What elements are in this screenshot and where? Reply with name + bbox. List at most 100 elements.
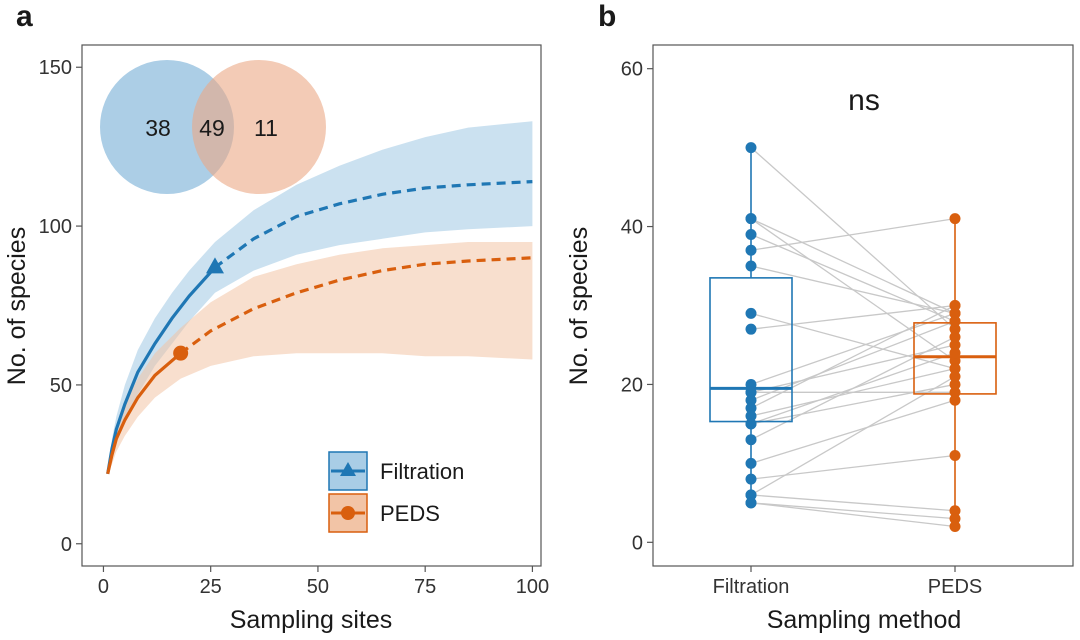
peds-point bbox=[949, 371, 961, 383]
peds-point bbox=[949, 323, 961, 335]
filtration-point bbox=[745, 213, 757, 225]
y-tick-label: 100 bbox=[39, 216, 72, 238]
peds-point bbox=[949, 307, 961, 319]
peds-point bbox=[949, 213, 961, 225]
pair-line bbox=[750, 312, 956, 370]
y-tick-label: 0 bbox=[61, 534, 72, 556]
x-tick-label: 0 bbox=[98, 576, 109, 598]
panel-a-rarefaction-chart: 38 49 11 0 25 50 75 100 0 50 100 150 Filtration … bbox=[3, 44, 549, 634]
legend-item-peds: PEDS bbox=[328, 493, 440, 533]
legend-item-filtration: Filtration bbox=[328, 451, 464, 491]
peds-observed-marker bbox=[173, 345, 189, 361]
filtration-observed-marker bbox=[205, 257, 224, 274]
peds-point bbox=[949, 300, 961, 311]
y-tick-label: 150 bbox=[39, 57, 72, 79]
pair-line bbox=[750, 304, 956, 330]
venn-circle-peds bbox=[192, 60, 326, 194]
panel-b-boxplot-chart: 0 20 40 60 Filtration PEDS ns Sampling method… bbox=[565, 44, 1074, 634]
filtration-point bbox=[745, 260, 757, 272]
pair-line bbox=[750, 218, 956, 251]
pair-line bbox=[750, 265, 956, 315]
filtration-point bbox=[745, 473, 757, 485]
x-tick-label: 100 bbox=[516, 576, 549, 598]
peds-point bbox=[949, 513, 961, 525]
filtration-point bbox=[745, 457, 757, 469]
filtration-point bbox=[745, 323, 757, 335]
panel-a-ticks: 0 25 50 75 100 0 50 100 150 bbox=[39, 57, 549, 598]
y-tick-label: 50 bbox=[50, 375, 72, 397]
paired-lines bbox=[750, 147, 956, 528]
legend: Filtration PEDS bbox=[328, 451, 464, 533]
pair-line bbox=[750, 375, 956, 496]
peds-point bbox=[949, 386, 961, 398]
peds-point bbox=[949, 315, 961, 327]
filtration-point bbox=[745, 434, 757, 446]
filtration-point bbox=[745, 497, 757, 509]
filtration-point bbox=[745, 142, 757, 154]
y-axis-title: No. of species bbox=[3, 227, 31, 385]
pair-line bbox=[750, 218, 956, 314]
venn-diagram: 38 49 11 bbox=[100, 60, 326, 194]
panel-b-frame bbox=[652, 44, 1074, 567]
x-tick-label: 25 bbox=[200, 576, 222, 598]
significance-label: ns bbox=[848, 84, 880, 117]
panel-b-letter: b bbox=[598, 0, 616, 33]
peds-point bbox=[949, 521, 961, 533]
pair-line bbox=[750, 383, 956, 425]
panel-b-ticks: 0 20 40 60 Filtration PEDS bbox=[621, 59, 982, 598]
data-points bbox=[745, 142, 961, 533]
panel-a-frame bbox=[81, 44, 542, 567]
y-axis-title: No. of species bbox=[565, 227, 593, 385]
peds-point bbox=[949, 355, 961, 367]
pair-line bbox=[750, 502, 956, 520]
pair-line bbox=[750, 344, 956, 393]
legend-label-peds: PEDS bbox=[380, 501, 440, 526]
triangle-marker-icon bbox=[340, 462, 356, 476]
pair-line bbox=[750, 233, 956, 322]
rarefaction-lines bbox=[106, 180, 533, 475]
y-tick-label: 40 bbox=[621, 217, 643, 239]
peds-observed-line bbox=[106, 351, 182, 475]
peds-extrapolated-line bbox=[179, 256, 533, 355]
filtration-point bbox=[745, 228, 757, 240]
filtration-point bbox=[745, 386, 757, 398]
peds-point bbox=[949, 378, 961, 390]
filtration-point bbox=[745, 418, 757, 430]
peds-confidence-band bbox=[107, 242, 533, 474]
filtration-point bbox=[745, 489, 757, 501]
x-tick-label: Filtration bbox=[713, 576, 790, 598]
y-tick-label: 20 bbox=[621, 374, 643, 396]
panel-a-letter: a bbox=[16, 0, 33, 33]
x-tick-label: 50 bbox=[307, 576, 329, 598]
confidence-bands bbox=[107, 121, 533, 474]
pair-line bbox=[750, 336, 956, 441]
venn-shared-count: 49 bbox=[199, 115, 225, 141]
filtration-point bbox=[745, 378, 757, 390]
peds-point bbox=[949, 394, 961, 406]
filtration-point bbox=[745, 307, 757, 319]
pair-line bbox=[750, 368, 956, 417]
x-tick-label: 75 bbox=[414, 576, 436, 598]
y-tick-label: 0 bbox=[632, 532, 643, 554]
pair-line bbox=[750, 502, 956, 528]
pair-line bbox=[750, 312, 956, 386]
venn-circle-filtration bbox=[100, 60, 234, 194]
pair-line bbox=[750, 399, 956, 464]
peds-point bbox=[949, 339, 961, 351]
filtration-confidence-band bbox=[107, 121, 533, 474]
filtration-point bbox=[745, 244, 757, 256]
x-tick-label: PEDS bbox=[928, 576, 982, 598]
peds-point bbox=[949, 331, 961, 343]
peds-point bbox=[949, 363, 961, 375]
peds-point bbox=[949, 449, 961, 461]
peds-point bbox=[949, 505, 961, 517]
x-axis-title: Sampling sites bbox=[230, 606, 393, 634]
venn-left-count: 38 bbox=[145, 115, 171, 141]
filtration-point bbox=[745, 410, 757, 422]
x-axis-title: Sampling method bbox=[767, 606, 962, 634]
filtration-point bbox=[745, 394, 757, 406]
pair-line bbox=[750, 494, 956, 512]
peds-point bbox=[949, 347, 961, 359]
circle-marker-icon bbox=[341, 506, 355, 520]
